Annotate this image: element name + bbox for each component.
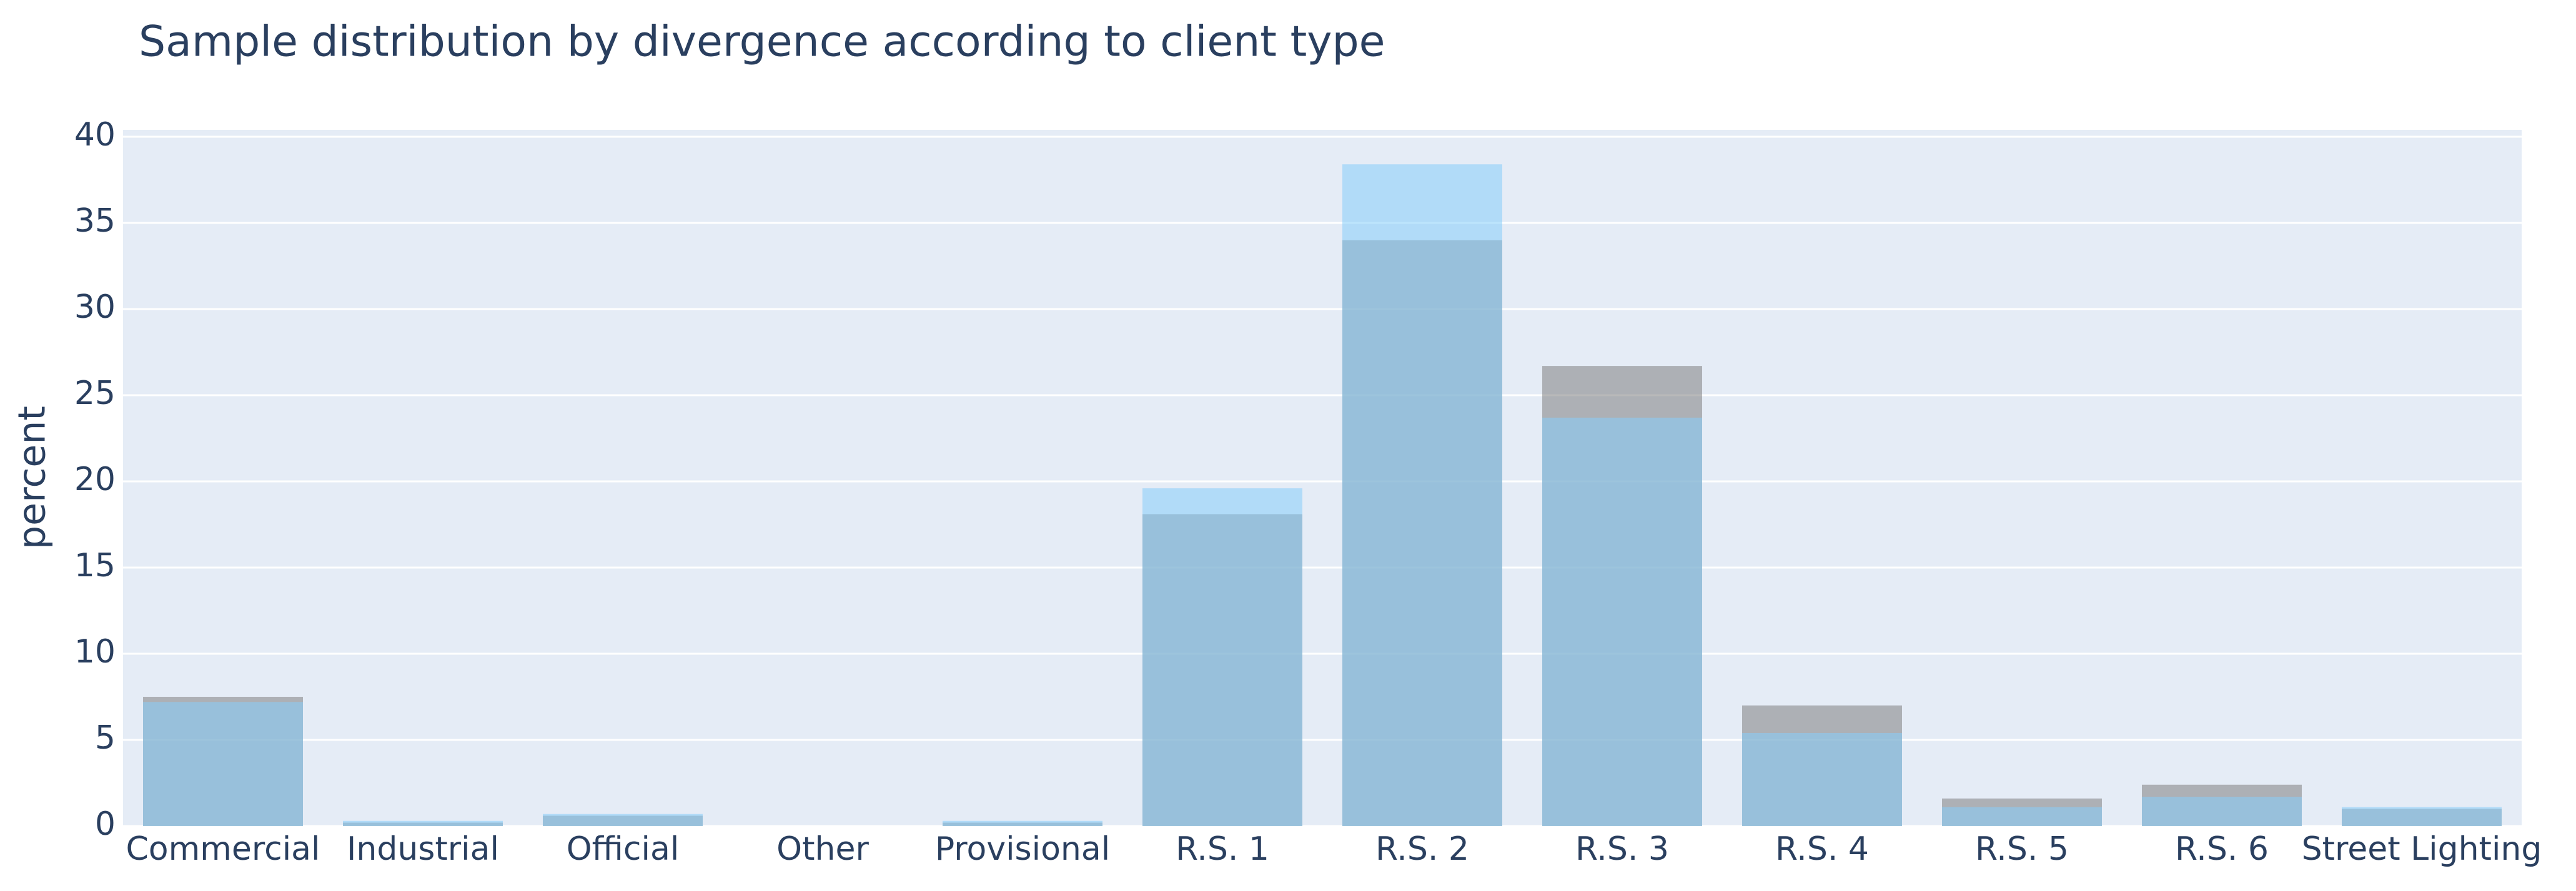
x-tick-label: R.S. 2 bbox=[1375, 830, 1469, 868]
bar bbox=[2142, 797, 2302, 826]
x-tick-label: Industrial bbox=[347, 830, 499, 868]
x-tick-label: Street Lighting bbox=[2302, 830, 2542, 868]
plot-background bbox=[123, 130, 2522, 826]
bar bbox=[543, 814, 703, 826]
x-tick-label: R.S. 3 bbox=[1575, 830, 1669, 868]
x-tick-label: Provisional bbox=[935, 830, 1110, 868]
bar bbox=[1342, 164, 1502, 827]
y-tick-label: 25 bbox=[74, 375, 116, 412]
y-tick-label: 5 bbox=[95, 719, 116, 757]
y-tick-label: 15 bbox=[74, 547, 116, 584]
bar bbox=[1142, 488, 1302, 826]
chart-title: Sample distribution by divergence accord… bbox=[139, 17, 1385, 67]
x-tick-label: R.S. 1 bbox=[1176, 830, 1269, 868]
x-tick-label: R.S. 6 bbox=[2175, 830, 2269, 868]
y-tick-label: 40 bbox=[74, 116, 116, 154]
x-tick-label: R.S. 4 bbox=[1775, 830, 1869, 868]
y-tick-label: 0 bbox=[95, 805, 116, 843]
bar bbox=[2342, 807, 2502, 826]
x-tick-label: Commercial bbox=[126, 830, 320, 868]
x-tick-label: Official bbox=[567, 830, 680, 868]
y-tick-label: 30 bbox=[74, 288, 116, 326]
bar bbox=[1742, 732, 1902, 826]
x-tick-label: R.S. 5 bbox=[1975, 830, 2069, 868]
bar bbox=[143, 702, 303, 826]
bar bbox=[343, 820, 503, 826]
y-axis-title: percent bbox=[11, 406, 54, 549]
bar bbox=[1942, 807, 2102, 826]
bar bbox=[1542, 417, 1702, 826]
y-tick-label: 10 bbox=[74, 633, 116, 671]
y-tick-label: 35 bbox=[74, 202, 116, 240]
x-tick-label: Other bbox=[776, 830, 869, 868]
bar bbox=[943, 820, 1102, 826]
y-tick-label: 20 bbox=[74, 461, 116, 498]
